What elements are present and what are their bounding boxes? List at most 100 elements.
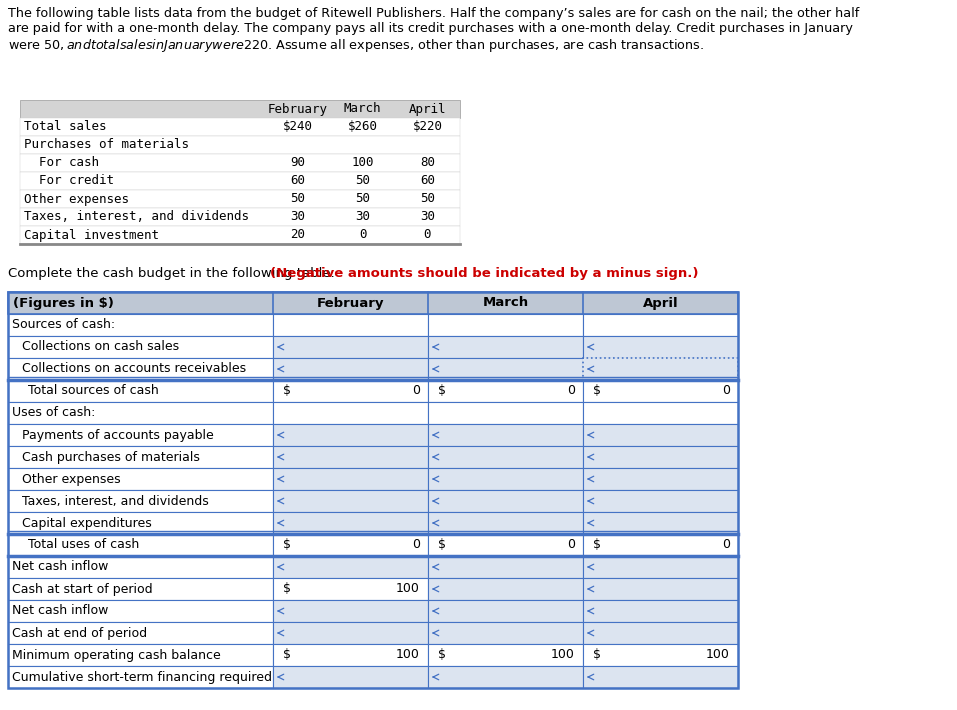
Bar [428,534,583,556]
Bar [273,446,428,468]
Bar [8,556,273,578]
Bar [20,172,460,190]
Text: Capital expenditures: Capital expenditures [22,516,152,530]
Bar [428,556,583,578]
Text: 30: 30 [290,210,305,224]
Bar [273,314,428,336]
Text: 50: 50 [355,175,370,187]
Text: Complete the cash budget in the following table.: Complete the cash budget in the followin… [8,267,339,280]
Text: Collections on accounts receivables: Collections on accounts receivables [22,363,246,376]
Text: Total sales: Total sales [24,121,106,133]
Text: $: $ [593,385,601,398]
Bar [273,578,428,600]
Text: 60: 60 [290,175,305,187]
Text: Net cash inflow: Net cash inflow [12,604,108,618]
Text: 50: 50 [355,192,370,205]
Text: 0: 0 [359,229,367,241]
Text: $: $ [593,538,601,552]
Bar [583,556,738,578]
Bar [583,534,738,556]
Text: 100: 100 [396,648,420,662]
Bar [428,468,583,490]
Text: February: February [317,297,385,310]
Text: Net cash inflow: Net cash inflow [12,560,108,574]
Bar [20,190,460,208]
Bar [8,358,273,380]
Bar [428,424,583,446]
Bar [428,600,583,622]
Text: 0: 0 [567,538,575,552]
Bar [8,578,273,600]
Bar [8,380,273,402]
Bar [8,314,273,336]
Bar [8,534,273,556]
Bar [428,512,583,534]
Text: $: $ [593,648,601,662]
Bar [428,336,583,358]
Text: The following table lists data from the budget of Ritewell Publishers. Half the : The following table lists data from the … [8,7,859,20]
Bar [273,644,428,666]
Bar [583,644,738,666]
Bar [428,402,583,424]
Bar [583,468,738,490]
Bar [20,118,460,136]
Text: 0: 0 [567,385,575,398]
Bar [583,512,738,534]
Text: Other expenses: Other expenses [24,192,129,205]
Text: $: $ [283,648,291,662]
Text: $: $ [283,582,291,596]
Text: (Figures in $): (Figures in $) [13,297,114,310]
Bar [583,446,738,468]
Text: $240: $240 [282,121,313,133]
Text: Cash at end of period: Cash at end of period [12,626,147,640]
Text: For credit: For credit [24,175,114,187]
Text: 100: 100 [551,648,575,662]
Bar [8,402,273,424]
Text: Cash at start of period: Cash at start of period [12,582,152,596]
Bar [583,490,738,512]
Bar [583,358,738,380]
Text: February: February [268,102,327,116]
Text: 80: 80 [420,156,435,170]
Bar [273,402,428,424]
Text: Taxes, interest, and dividends: Taxes, interest, and dividends [24,210,249,224]
Text: (Negative amounts should be indicated by a minus sign.): (Negative amounts should be indicated by… [270,267,699,280]
Text: 0: 0 [722,385,730,398]
Text: 30: 30 [355,210,370,224]
Text: 0: 0 [722,538,730,552]
Text: Other expenses: Other expenses [22,472,121,486]
Text: Collections on cash sales: Collections on cash sales [22,341,179,354]
Text: Payments of accounts payable: Payments of accounts payable [22,429,213,442]
Bar [583,578,738,600]
Bar [583,314,738,336]
Text: 20: 20 [290,229,305,241]
Bar [20,208,460,226]
Bar [8,446,273,468]
Bar [273,336,428,358]
Text: 50: 50 [420,192,435,205]
Text: Taxes, interest, and dividends: Taxes, interest, and dividends [22,494,209,508]
Text: 0: 0 [412,385,420,398]
Bar [8,666,273,688]
Bar [583,380,738,402]
Bar [8,512,273,534]
Bar [20,136,460,154]
Bar [273,380,428,402]
Text: 100: 100 [706,648,730,662]
Bar [428,644,583,666]
Bar [8,292,738,314]
Bar [8,336,273,358]
Bar [428,380,583,402]
Text: Sources of cash:: Sources of cash: [12,319,115,332]
Text: 0: 0 [424,229,432,241]
Text: Total sources of cash: Total sources of cash [28,385,159,398]
Bar [428,490,583,512]
Bar [273,534,428,556]
Text: Cumulative short-term financing required: Cumulative short-term financing required [12,670,272,684]
Bar [273,600,428,622]
Bar [8,468,273,490]
Text: Cash purchases of materials: Cash purchases of materials [22,451,200,464]
Bar [273,358,428,380]
Text: $: $ [438,538,446,552]
Bar [428,666,583,688]
